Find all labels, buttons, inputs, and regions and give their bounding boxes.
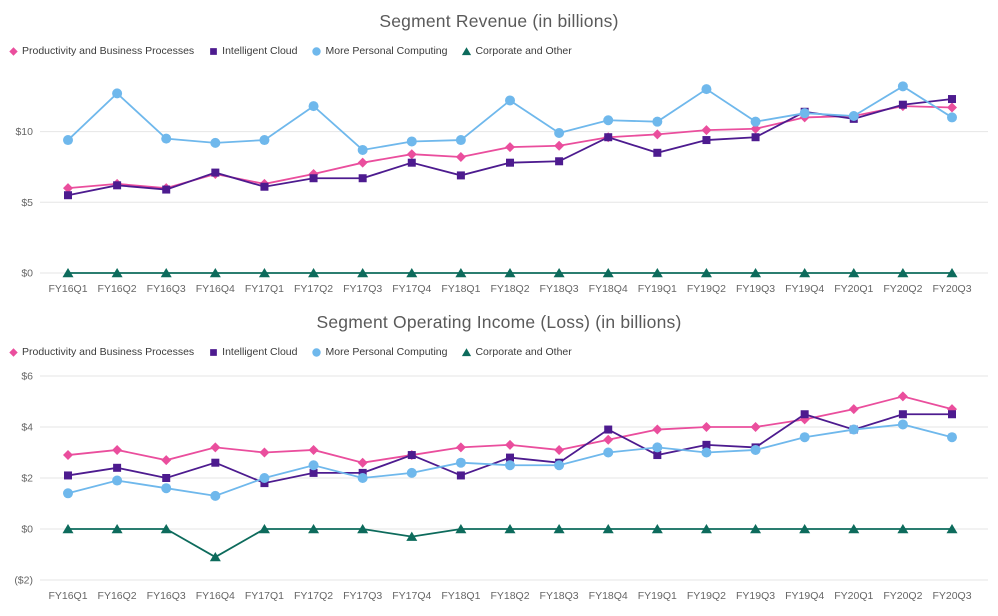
svg-text:FY20Q1: FY20Q1: [834, 590, 873, 602]
series-corporate-and-other: [62, 268, 958, 278]
svg-text:FY16Q4: FY16Q4: [196, 590, 235, 602]
triangle-marker-icon: [461, 347, 472, 358]
legend-label: Productivity and Business Processes: [22, 45, 195, 57]
svg-text:FY19Q4: FY19Q4: [785, 590, 824, 602]
svg-text:($2): ($2): [14, 575, 33, 587]
svg-text:FY18Q4: FY18Q4: [589, 590, 628, 602]
svg-text:FY20Q3: FY20Q3: [932, 283, 971, 295]
chart-legend: Productivity and Business Processes Intel…: [0, 344, 998, 360]
svg-text:FY18Q1: FY18Q1: [441, 283, 480, 295]
svg-text:FY17Q4: FY17Q4: [392, 590, 431, 602]
svg-text:FY20Q2: FY20Q2: [883, 590, 922, 602]
svg-text:FY18Q3: FY18Q3: [540, 283, 579, 295]
legend-item-productivity-and-business-processes[interactable]: Productivity and Business Processes: [8, 346, 194, 358]
svg-text:$5: $5: [21, 197, 33, 209]
svg-text:FY19Q1: FY19Q1: [638, 283, 677, 295]
chart-title: Segment Operating Income (Loss) (in bill…: [316, 312, 682, 332]
segment-revenue-chart: Segment Revenue (in billions) Productivi…: [0, 0, 998, 301]
svg-text:FY18Q2: FY18Q2: [490, 283, 529, 295]
svg-text:FY17Q1: FY17Q1: [245, 283, 284, 295]
svg-text:FY20Q2: FY20Q2: [883, 283, 922, 295]
series-more-personal-computing: [63, 419, 957, 501]
svg-text:FY17Q1: FY17Q1: [245, 590, 284, 602]
legend-item-corporate-and-other[interactable]: Corporate and Other: [461, 346, 572, 358]
svg-text:FY19Q4: FY19Q4: [785, 283, 824, 295]
legend-label: More Personal Computing: [325, 45, 448, 57]
legend-item-more-personal-computing[interactable]: More Personal Computing: [311, 45, 447, 57]
svg-text:$4: $4: [21, 422, 33, 434]
svg-text:FY16Q3: FY16Q3: [147, 283, 186, 295]
diamond-marker-icon: [8, 347, 19, 358]
triangle-marker-icon: [461, 46, 472, 57]
circle-marker-icon: [311, 46, 322, 57]
svg-text:$0: $0: [21, 524, 33, 536]
gridlines: [40, 131, 988, 274]
svg-text:FY16Q3: FY16Q3: [147, 590, 186, 602]
svg-text:FY16Q4: FY16Q4: [196, 283, 235, 295]
square-marker-icon: [208, 46, 219, 57]
diamond-marker-icon: [8, 46, 19, 57]
svg-text:FY16Q2: FY16Q2: [98, 590, 137, 602]
svg-text:FY19Q3: FY19Q3: [736, 283, 775, 295]
svg-text:FY19Q1: FY19Q1: [638, 590, 677, 602]
svg-text:$6: $6: [21, 371, 33, 383]
legend-label: Corporate and Other: [475, 45, 572, 57]
legend-item-productivity-and-business-processes[interactable]: Productivity and Business Processes: [8, 45, 194, 57]
svg-text:FY18Q3: FY18Q3: [540, 590, 579, 602]
legend-label: Productivity and Business Processes: [22, 346, 195, 358]
svg-text:FY16Q1: FY16Q1: [48, 590, 87, 602]
svg-text:FY19Q2: FY19Q2: [687, 590, 726, 602]
svg-text:$0: $0: [21, 268, 33, 280]
svg-text:FY17Q2: FY17Q2: [294, 283, 333, 295]
svg-text:$10: $10: [15, 126, 33, 138]
svg-text:$2: $2: [21, 473, 33, 485]
svg-text:FY19Q3: FY19Q3: [736, 590, 775, 602]
svg-text:FY18Q1: FY18Q1: [441, 590, 480, 602]
legend-item-corporate-and-other[interactable]: Corporate and Other: [461, 45, 572, 57]
svg-text:FY18Q4: FY18Q4: [589, 283, 628, 295]
gridlines: [40, 375, 988, 581]
series-corporate-and-other: [62, 524, 958, 562]
svg-text:FY18Q2: FY18Q2: [490, 590, 529, 602]
series-productivity-and-business-processes: [63, 391, 957, 468]
svg-text:FY17Q4: FY17Q4: [392, 283, 431, 295]
svg-text:FY19Q2: FY19Q2: [687, 283, 726, 295]
operating-income-plot-area: ($2) $0 $2 $4 $6 FY16Q1 FY16Q2 FY16Q3 FY16Q4 FY17…: [14, 371, 988, 602]
y-axis-labels: $0 $5 $10: [15, 126, 33, 279]
chart-title: Segment Revenue (in billions): [379, 11, 619, 31]
circle-marker-icon: [311, 347, 322, 358]
y-axis-labels: ($2) $0 $2 $4 $6: [14, 371, 33, 587]
svg-text:FY17Q3: FY17Q3: [343, 283, 382, 295]
legend-item-intelligent-cloud[interactable]: Intelligent Cloud: [208, 45, 297, 57]
legend-label: More Personal Computing: [325, 346, 448, 358]
legend-item-more-personal-computing[interactable]: More Personal Computing: [311, 346, 447, 358]
svg-text:FY16Q2: FY16Q2: [98, 283, 137, 295]
svg-text:FY20Q1: FY20Q1: [834, 283, 873, 295]
svg-text:FY16Q1: FY16Q1: [48, 283, 87, 295]
series-more-personal-computing: [63, 81, 957, 155]
svg-text:FY17Q3: FY17Q3: [343, 590, 382, 602]
svg-text:FY17Q2: FY17Q2: [294, 590, 333, 602]
legend-label: Intelligent Cloud: [222, 346, 298, 358]
chart-legend: Productivity and Business Processes Intel…: [0, 43, 998, 59]
x-axis-labels: FY16Q1 FY16Q2 FY16Q3 FY16Q4 FY17Q1 FY17Q2 FY17…: [48, 590, 971, 602]
legend-label: Corporate and Other: [475, 346, 572, 358]
legend-item-intelligent-cloud[interactable]: Intelligent Cloud: [208, 346, 297, 358]
svg-text:FY20Q3: FY20Q3: [932, 590, 971, 602]
legend-label: Intelligent Cloud: [222, 45, 298, 57]
square-marker-icon: [208, 347, 219, 358]
x-axis-labels: FY16Q1 FY16Q2 FY16Q3 FY16Q4 FY17Q1 FY17Q2 FY17…: [48, 283, 971, 295]
segment-operating-income-chart: Segment Operating Income (Loss) (in bill…: [0, 301, 998, 608]
